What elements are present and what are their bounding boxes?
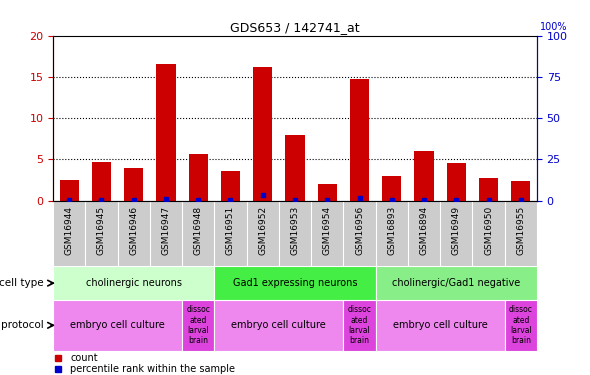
Bar	[221, 171, 240, 201]
Bar	[214, 266, 376, 300]
Text: GSM16950: GSM16950	[484, 206, 493, 255]
Text: GSM16894: GSM16894	[419, 206, 428, 255]
Text: GSM16951: GSM16951	[226, 206, 235, 255]
Text: GSM16954: GSM16954	[323, 206, 332, 255]
Bar	[343, 300, 376, 351]
Text: GSM16952: GSM16952	[258, 206, 267, 255]
Text: dissoc
ated
larval
brain: dissoc ated larval brain	[186, 305, 210, 345]
Bar	[189, 154, 208, 201]
Bar	[156, 64, 176, 201]
Text: GSM16956: GSM16956	[355, 206, 364, 255]
Text: embryo cell culture: embryo cell culture	[70, 320, 165, 330]
Text: count: count	[70, 353, 98, 363]
Bar	[317, 184, 337, 201]
Text: GSM16946: GSM16946	[129, 206, 138, 255]
Bar	[253, 67, 273, 201]
Text: Gad1 expressing neurons: Gad1 expressing neurons	[232, 278, 358, 288]
Bar	[92, 162, 111, 201]
Text: GSM16953: GSM16953	[290, 206, 300, 255]
Bar	[53, 300, 182, 351]
Bar	[350, 78, 369, 201]
Bar	[414, 151, 434, 201]
Bar	[382, 176, 401, 201]
Bar	[286, 135, 304, 201]
Text: cholinergic/Gad1 negative: cholinergic/Gad1 negative	[392, 278, 520, 288]
Bar	[53, 266, 214, 300]
Text: cell type: cell type	[0, 278, 44, 288]
Bar	[60, 180, 79, 201]
Bar	[511, 181, 530, 201]
Text: protocol: protocol	[1, 320, 44, 330]
Text: embryo cell culture: embryo cell culture	[231, 320, 326, 330]
Text: GSM16945: GSM16945	[97, 206, 106, 255]
Text: cholinergic neurons: cholinergic neurons	[86, 278, 182, 288]
Bar	[447, 163, 466, 201]
Text: GSM16955: GSM16955	[516, 206, 525, 255]
Bar	[376, 300, 504, 351]
Bar	[182, 300, 214, 351]
Bar	[479, 178, 498, 201]
Bar	[376, 266, 537, 300]
Bar	[124, 168, 143, 201]
Text: GSM16948: GSM16948	[194, 206, 203, 255]
Text: embryo cell culture: embryo cell culture	[393, 320, 487, 330]
Bar	[214, 300, 343, 351]
Text: dissoc
ated
larval
brain: dissoc ated larval brain	[348, 305, 372, 345]
Bar	[504, 300, 537, 351]
Title: GDS653 / 142741_at: GDS653 / 142741_at	[230, 21, 360, 34]
Text: GSM16944: GSM16944	[65, 206, 74, 255]
Text: dissoc
ated
larval
brain: dissoc ated larval brain	[509, 305, 533, 345]
Text: GSM16947: GSM16947	[162, 206, 171, 255]
Text: GSM16949: GSM16949	[452, 206, 461, 255]
Text: percentile rank within the sample: percentile rank within the sample	[70, 364, 235, 374]
Text: 100%: 100%	[540, 22, 568, 32]
Text: GSM16893: GSM16893	[387, 206, 396, 255]
